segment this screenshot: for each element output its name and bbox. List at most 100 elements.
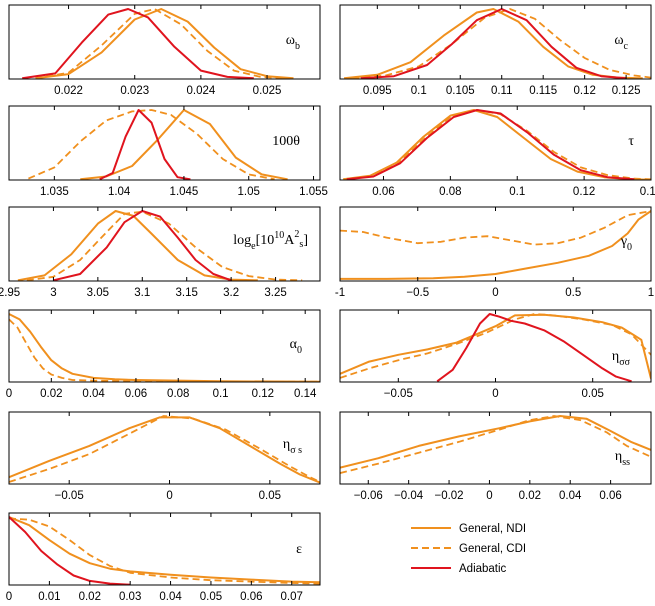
axes-frame [339,105,652,181]
x-tick-label: 0.14 [294,388,317,400]
x-tick-label: 3.05 [87,287,109,299]
x-tick-label: 0.02 [519,490,541,502]
x-tick-label: 0.01 [38,591,60,603]
x-tick-label: 0.08 [167,388,189,400]
x-tick-label: 0.08 [439,186,461,198]
parameter-label: γ0 [620,234,632,253]
x-tick-label: 0.02 [79,591,101,603]
x-tick-label: 0.06 [125,388,147,400]
series-line-general-ndi [340,415,651,469]
x-tick-label: 0.12 [252,388,274,400]
legend: General, NDI General, CDI Adiabatic [411,523,526,575]
series-line-general-ndi [35,8,294,79]
x-tick-label: 0 [492,388,498,400]
x-tick-label: −0.05 [55,490,84,502]
x-tick-label: 0 [6,591,12,603]
x-tick-label: 0.04 [159,591,182,603]
axes-frame [8,4,321,80]
x-tick-label: −0.5 [406,287,429,299]
x-tick-label: −0.05 [384,388,413,400]
x-tick-label: 0.105 [446,85,475,97]
panel-2: 0.095 0.1 0.105 0.11 0.115 0.12 0.125 ωc [339,4,652,97]
series-line-general-cdi [340,415,651,474]
x-tick-label: 0.023 [120,85,149,97]
parameter-label: loge[1010A2s] [233,229,308,252]
x-tick-label: 0.1 [411,85,427,97]
parameter-label: ησ s [283,437,302,456]
parameter-label: τ [628,134,634,149]
series-line-general-ndi [9,516,320,584]
parameter-label: 100θ [272,134,300,149]
x-tick-label: 0.05 [259,490,281,502]
x-tick-label: 0.06 [599,490,621,502]
panel-11: 0 0.01 0.02 0.03 0.04 0.05 0.06 0.07 ε [6,512,321,603]
series-line-general-ndi [9,313,320,382]
legend-label-adiabatic: Adiabatic [459,563,507,575]
x-tick-label: 0 [492,287,498,299]
x-tick-label: 0.06 [372,186,394,198]
series-line-general-cdi [9,517,320,585]
panel-10: −0.06 −0.04 −0.02 0 0.02 0.04 0.06 ηss [339,411,652,502]
axes-frame [8,512,321,586]
axes-frame [339,411,652,485]
x-tick-label: 0.115 [529,85,557,97]
x-tick-label: 0.12 [573,85,595,97]
series-line-adiabatic [360,8,627,79]
axes-frame [339,206,652,282]
legend-label-general-cdi: General, CDI [459,543,526,555]
panel-1: 0.022 0.023 0.024 0.025 ωb [8,4,321,97]
axes-frame [339,309,652,383]
x-tick-label: −0.02 [434,490,463,502]
series-line-adiabatic [436,313,632,382]
series-line-general-ndi [343,8,643,79]
x-tick-label: 0.07 [281,591,303,603]
x-tick-label: 3 [50,287,56,299]
x-tick-label: 2.95 [0,287,20,299]
x-tick-label: 1.055 [299,186,328,198]
x-tick-label: −0.06 [354,490,383,502]
x-tick-label: 0.095 [363,85,392,97]
x-tick-label: 0.04 [559,490,582,502]
series-line-general-ndi [17,210,258,281]
series-line-general-cdi [9,415,320,483]
x-tick-label: 0.12 [573,186,595,198]
x-tick-label: 0.02 [40,388,62,400]
series-line-general-cdi [26,210,303,281]
x-tick-label: 0.14 [640,186,655,198]
series-line-general-ndi [9,416,320,484]
x-tick-label: 0.1 [213,388,229,400]
x-tick-label: 1.045 [170,186,199,198]
parameter-label: ε [296,542,302,557]
x-tick-label: 0.06 [240,591,262,603]
x-tick-label: 1.04 [108,186,131,198]
series-line-adiabatic [22,8,254,79]
x-tick-label: 0.024 [187,85,216,97]
series-line-adiabatic [53,210,232,281]
parameter-label: ωc [614,33,628,52]
x-tick-label: 3.25 [264,287,286,299]
legend-label-general-ndi: General, NDI [459,523,526,535]
x-tick-label: 3.2 [223,287,239,299]
series-line-general-ndi [80,109,288,180]
x-tick-label: 3.15 [176,287,198,299]
x-tick-label: 1 [648,287,654,299]
x-tick-label: -1 [335,287,345,299]
x-tick-label: 0.125 [612,85,641,97]
panel-8: −0.05 0 0.05 ησσ [339,309,652,400]
x-tick-label: 0.03 [119,591,141,603]
series-line-general-cdi [9,318,320,382]
series-line-general-cdi [340,210,651,246]
panel-6: -1 −0.5 0 0.5 1 γ0 [335,206,654,299]
panel-3: 1.035 1.04 1.045 1.05 1.055 100θ [8,105,328,198]
axes-frame [8,411,321,485]
series-line-general-cdi [352,8,651,79]
x-tick-label: 0.025 [253,85,282,97]
parameter-label: ησσ [612,349,631,368]
series-line-adiabatic [99,109,191,180]
x-tick-label: −0.04 [394,490,424,502]
x-tick-label: 1.05 [238,186,260,198]
x-tick-label: 1.035 [40,186,69,198]
axes-frame [8,206,321,282]
x-tick-label: 0.05 [581,388,603,400]
x-tick-label: 0 [486,490,492,502]
